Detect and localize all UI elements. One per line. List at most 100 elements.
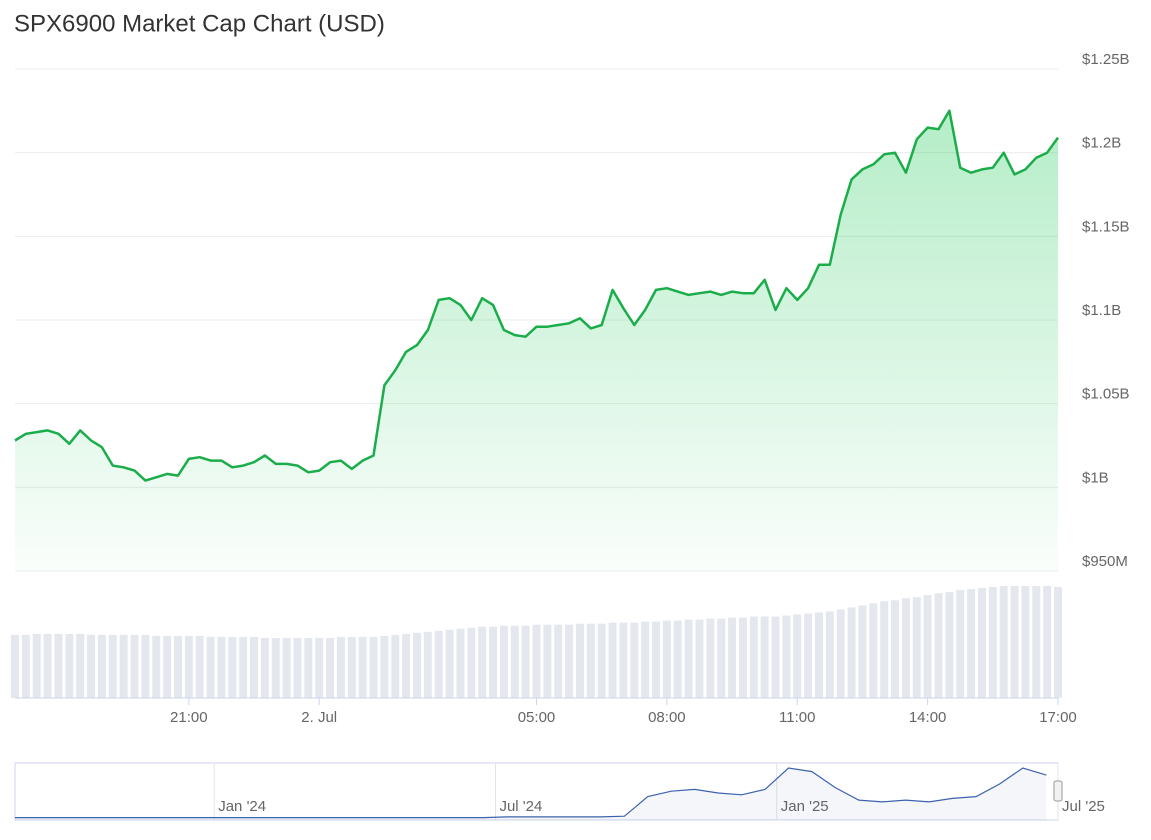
volume-bar xyxy=(478,626,487,698)
navigator-tick-label: Jul '24 xyxy=(499,798,542,815)
volume-bar xyxy=(391,634,400,698)
volume-bar xyxy=(760,616,769,698)
volume-bar xyxy=(825,611,834,698)
volume-bar xyxy=(695,619,704,698)
volume-bar xyxy=(554,624,563,698)
volume-bar xyxy=(304,637,313,698)
volume-bar xyxy=(543,624,552,698)
x-tick-label: 05:00 xyxy=(518,709,556,726)
volume-bar xyxy=(684,619,693,698)
volume-bar xyxy=(1054,587,1062,698)
volume-bar xyxy=(11,634,19,698)
volume-bar xyxy=(54,633,63,698)
volume-bar xyxy=(793,614,802,698)
navigator-tick-label: Jul '25 xyxy=(1062,798,1105,815)
volume-bar xyxy=(467,627,476,698)
volume-bar xyxy=(988,587,997,698)
volume-bar xyxy=(673,620,682,698)
y-tick-label: $950M xyxy=(1082,553,1128,570)
volume-bar xyxy=(814,612,823,698)
volume-bar xyxy=(119,634,128,698)
volume-bar xyxy=(163,635,172,698)
navigator-handle xyxy=(1053,780,1063,802)
y-tick-label: $1.15B xyxy=(1082,218,1130,235)
area-fill xyxy=(15,110,1058,572)
volume-bar xyxy=(597,623,606,698)
volume-bar xyxy=(445,629,454,698)
volume-bar xyxy=(575,623,584,698)
volume-bar xyxy=(412,632,421,698)
volume-bar xyxy=(728,617,737,698)
volume-bar xyxy=(804,613,813,698)
volume-bar xyxy=(565,624,574,698)
chart-title: SPX6900 Market Cap Chart (USD) xyxy=(14,10,385,37)
volume-bar xyxy=(97,634,106,698)
volume-bar xyxy=(880,601,889,698)
volume-bar xyxy=(771,616,780,698)
x-tick-label: 14:00 xyxy=(909,709,947,726)
line xyxy=(14,109,1060,482)
volume-bar xyxy=(87,634,96,698)
volume-bar xyxy=(847,607,856,698)
navigator-area xyxy=(15,768,1047,820)
volume-bar xyxy=(184,635,193,698)
volume-bar xyxy=(586,623,595,698)
volume-bar xyxy=(1043,586,1052,698)
x-tick-label: 08:00 xyxy=(648,709,686,726)
volume-bar xyxy=(434,630,443,698)
y-tick-label: $1.05B xyxy=(1082,386,1130,403)
navigator-tick-label: Jan '24 xyxy=(218,798,266,815)
volume-bar xyxy=(521,625,530,698)
volume-bar xyxy=(130,634,139,698)
volume-bar xyxy=(21,634,30,698)
volume-bar xyxy=(456,628,465,698)
x-tick-label: 21:00 xyxy=(170,709,208,726)
volume-bar xyxy=(43,633,52,698)
volume-bar xyxy=(977,588,986,698)
volume-bar xyxy=(836,609,845,698)
volume-bar xyxy=(499,625,508,698)
volume-bar xyxy=(782,615,791,698)
volume-bar xyxy=(358,636,367,698)
volume-bar xyxy=(510,625,519,698)
volume-bar xyxy=(141,634,150,698)
volume-bar xyxy=(206,636,215,698)
volume-bar xyxy=(608,622,617,698)
volume-bar xyxy=(652,621,661,698)
volume-bar xyxy=(934,593,943,698)
volume-bar xyxy=(738,617,747,698)
volume-bar xyxy=(336,636,345,698)
volume-bar xyxy=(1010,586,1019,698)
volume-bar xyxy=(380,635,389,698)
volume-bar xyxy=(1032,586,1041,698)
x-tick-label: 17:00 xyxy=(1039,709,1077,726)
volume-bar xyxy=(749,616,758,698)
volume-bar xyxy=(173,635,182,698)
volume-bar xyxy=(901,598,910,698)
y-tick-label: $1.25B xyxy=(1082,51,1130,68)
volume-bar xyxy=(858,605,867,698)
navigator-line xyxy=(15,767,1047,819)
volume-bar xyxy=(65,633,74,698)
volume-bar xyxy=(250,636,259,698)
volume-bar xyxy=(293,637,302,698)
volume-bar xyxy=(152,635,161,698)
volume-bar xyxy=(402,633,411,698)
volume-bar xyxy=(195,635,204,698)
volume-bar xyxy=(945,592,954,698)
volume-bar xyxy=(347,636,356,698)
volume-bar xyxy=(239,636,248,698)
volume-bar xyxy=(108,634,117,698)
y-tick-label: $1B xyxy=(1082,469,1109,486)
volume-bar xyxy=(76,633,85,698)
volume-bar xyxy=(532,624,541,698)
volume-bar xyxy=(967,589,976,698)
volume-bar xyxy=(891,600,900,698)
volume-bar xyxy=(1021,586,1030,698)
volume-bar xyxy=(869,603,878,698)
volume-bar xyxy=(956,590,965,698)
volume-bar xyxy=(228,636,237,698)
volume-bar xyxy=(315,637,324,698)
